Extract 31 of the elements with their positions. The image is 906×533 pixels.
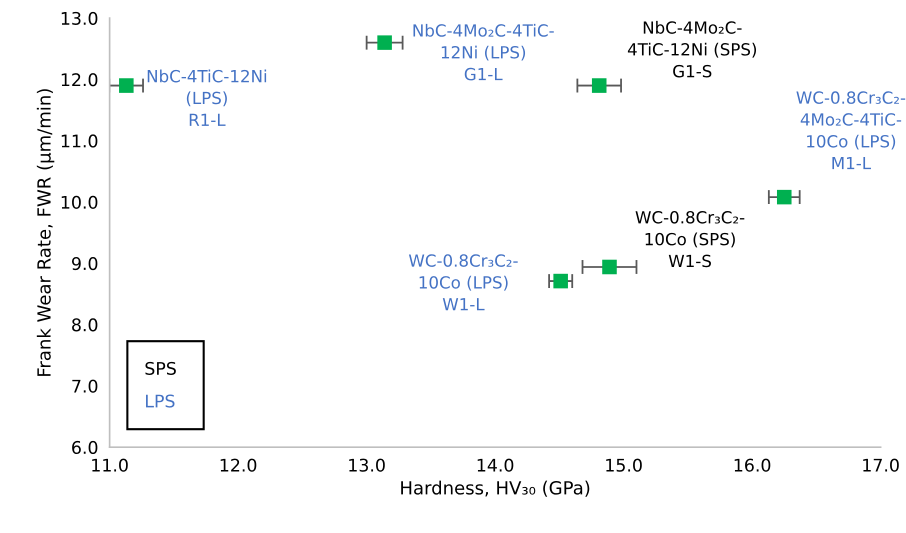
point (592, 78, 606, 93)
point (602, 260, 617, 274)
y-tick-label: 7.0 (72, 380, 98, 393)
x-tick-label: 17.0 (863, 458, 899, 472)
x-tick-label: 15.0 (606, 458, 642, 472)
x-tick-label: 13.0 (349, 458, 385, 472)
x-tick-label: 11.0 (92, 458, 128, 472)
y-tick-label: 8.0 (72, 318, 98, 332)
annotation: WC-0.8Cr₃C₂- 4Mo₂C-4TiC- 10Co (LPS) M1-L (796, 91, 906, 170)
y-tick-label: 12.0 (62, 73, 98, 86)
y-tick-label: 11.0 (62, 134, 98, 148)
annotation: LPS (146, 394, 175, 408)
annotation: NbC-4TiC-12Ni (LPS) R1-L (148, 70, 266, 126)
point (776, 190, 792, 204)
annotation: NbC-4Mo₂C-4TiC- 12Ni (LPS) G1-L (413, 24, 554, 80)
y-tick-label: 6.0 (72, 440, 98, 454)
x-tick-label: 12.0 (220, 458, 256, 472)
point (553, 274, 568, 288)
annotation: WC-0.8Cr₃C₂- 10Co (LPS) W1-L (408, 254, 518, 310)
annotation: WC-0.8Cr₃C₂- 10Co (SPS) W1-S (636, 210, 744, 268)
y-axis-title: Frank Wear Rate, FWR (μm/min) (36, 89, 54, 376)
y-tick-label: 9.0 (72, 257, 98, 270)
point (377, 35, 392, 50)
annotation: SPS (145, 362, 176, 375)
x-tick-label: 14.0 (478, 458, 514, 472)
x-tick-label: 16.0 (734, 458, 770, 472)
x-axis-title: Hardness, HV₃₀ (GPa) (401, 480, 590, 497)
y-tick-label: 10.0 (62, 196, 98, 209)
y-tick-label: 13.0 (62, 12, 98, 25)
point (119, 78, 134, 93)
annotation: NbC-4Mo₂C- 4TiC-12Ni (SPS) G1-S (628, 20, 756, 78)
